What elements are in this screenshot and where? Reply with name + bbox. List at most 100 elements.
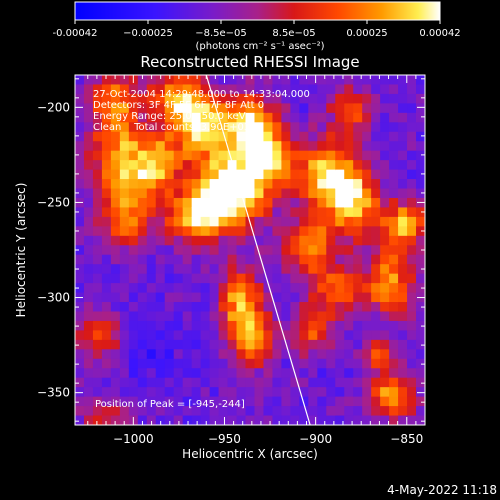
heatmap-cell [227, 415, 238, 425]
heatmap-cell [182, 103, 193, 114]
heatmap-cell [281, 245, 291, 256]
heatmap-cell [389, 264, 399, 275]
annotation-energy-range: Energy Range: 25.0 - 50.0 keV [93, 111, 246, 122]
heatmap-cell [371, 160, 381, 171]
heatmap-cell [164, 273, 175, 284]
heatmap-cell [362, 160, 372, 171]
heatmap-cell [398, 207, 408, 218]
heatmap-cell [119, 320, 130, 332]
heatmap-cell [146, 339, 157, 350]
heatmap-cell [200, 311, 211, 322]
heatmap-cell [326, 226, 336, 237]
heatmap-cell [245, 197, 256, 209]
heatmap-cell [281, 283, 291, 294]
heatmap-cell [173, 339, 184, 350]
heatmap-cell [155, 292, 166, 303]
heatmap-cell [290, 93, 300, 104]
heatmap-cell [236, 302, 247, 313]
heatmap-cell [218, 141, 229, 152]
heatmap-cell [398, 349, 408, 360]
heatmap-cell [389, 292, 399, 303]
heatmap-cell [119, 179, 130, 190]
heatmap-cell [119, 75, 130, 86]
heatmap-cell [75, 406, 85, 417]
heatmap-cell [110, 245, 121, 256]
heatmap-cell [416, 150, 425, 161]
heatmap-cell [236, 320, 247, 332]
heatmap-cell [335, 75, 345, 86]
heatmap-cell [353, 396, 363, 407]
heatmap-cell [254, 93, 265, 104]
heatmap-cell [164, 75, 175, 86]
heatmap-cell [308, 226, 318, 237]
heatmap-cell [92, 283, 103, 294]
heatmap-cell [245, 349, 256, 360]
heatmap-cell [398, 216, 408, 227]
heatmap-cell [110, 339, 121, 350]
heatmap-cell [335, 311, 345, 322]
heatmap-cell [398, 103, 408, 114]
heatmap-cell [209, 245, 220, 256]
heatmap-cell [353, 320, 363, 332]
heatmap-cell [182, 283, 193, 294]
heatmap-cell [83, 160, 94, 171]
heatmap-cell [137, 122, 148, 133]
heatmap-cell [335, 387, 345, 398]
heatmap-cell [209, 377, 220, 388]
heatmap-cell [290, 131, 300, 142]
heatmap-cell [407, 169, 417, 180]
heatmap-cell [146, 358, 157, 369]
heatmap-cell [218, 188, 229, 199]
heatmap-cell [236, 396, 247, 407]
heatmap-cell [146, 406, 157, 417]
heatmap-cell [254, 235, 265, 246]
heatmap-cell [299, 377, 309, 388]
heatmap-cell [146, 349, 157, 360]
heatmap-cell [218, 311, 229, 322]
heatmap-cell [407, 368, 417, 379]
heatmap-cell [209, 387, 220, 398]
heatmap-cell [272, 112, 283, 123]
heatmap-cell [317, 235, 327, 246]
heatmap-cell [290, 188, 300, 199]
heatmap-cell [380, 406, 390, 417]
heatmap-cell [371, 103, 381, 114]
heatmap-cell [155, 406, 166, 417]
heatmap-cell [209, 93, 220, 104]
heatmap-cell [326, 207, 336, 218]
heatmap-cell [272, 396, 283, 407]
heatmap-cell [83, 112, 94, 123]
heatmap-cell [110, 75, 121, 86]
heatmap-cell [407, 226, 417, 237]
heatmap-cell [290, 320, 300, 332]
heatmap-cell [416, 377, 425, 388]
heatmap-cell [335, 131, 345, 142]
x-tick-label: −950 [208, 432, 241, 446]
heatmap-cell [200, 292, 211, 303]
heatmap-cell [344, 264, 354, 275]
y-tick-label: −350 [37, 386, 70, 400]
heatmap-cell [218, 169, 229, 180]
heatmap-cell [75, 330, 85, 341]
heatmap-cell [389, 368, 399, 379]
heatmap-cell [407, 160, 417, 171]
heatmap-cell [164, 141, 175, 152]
heatmap-cell [371, 283, 381, 294]
heatmap-cell [164, 84, 175, 95]
heatmap-cell [227, 320, 238, 332]
heatmap-cell [92, 122, 103, 133]
heatmap-cell [245, 311, 256, 322]
heatmap-cell [380, 75, 390, 86]
heatmap-cell [389, 122, 399, 133]
heatmap-cell [407, 112, 417, 123]
heatmap-cell [362, 226, 372, 237]
heatmap-cell [362, 368, 372, 379]
heatmap-cell [155, 273, 166, 284]
heatmap-cell [83, 197, 94, 209]
heatmap-cell [290, 84, 300, 95]
heatmap-cell [137, 75, 148, 86]
heatmap-cell [353, 283, 363, 294]
heatmap-cell [407, 84, 417, 95]
heatmap-cell [75, 141, 85, 152]
heatmap-cell [326, 112, 336, 123]
